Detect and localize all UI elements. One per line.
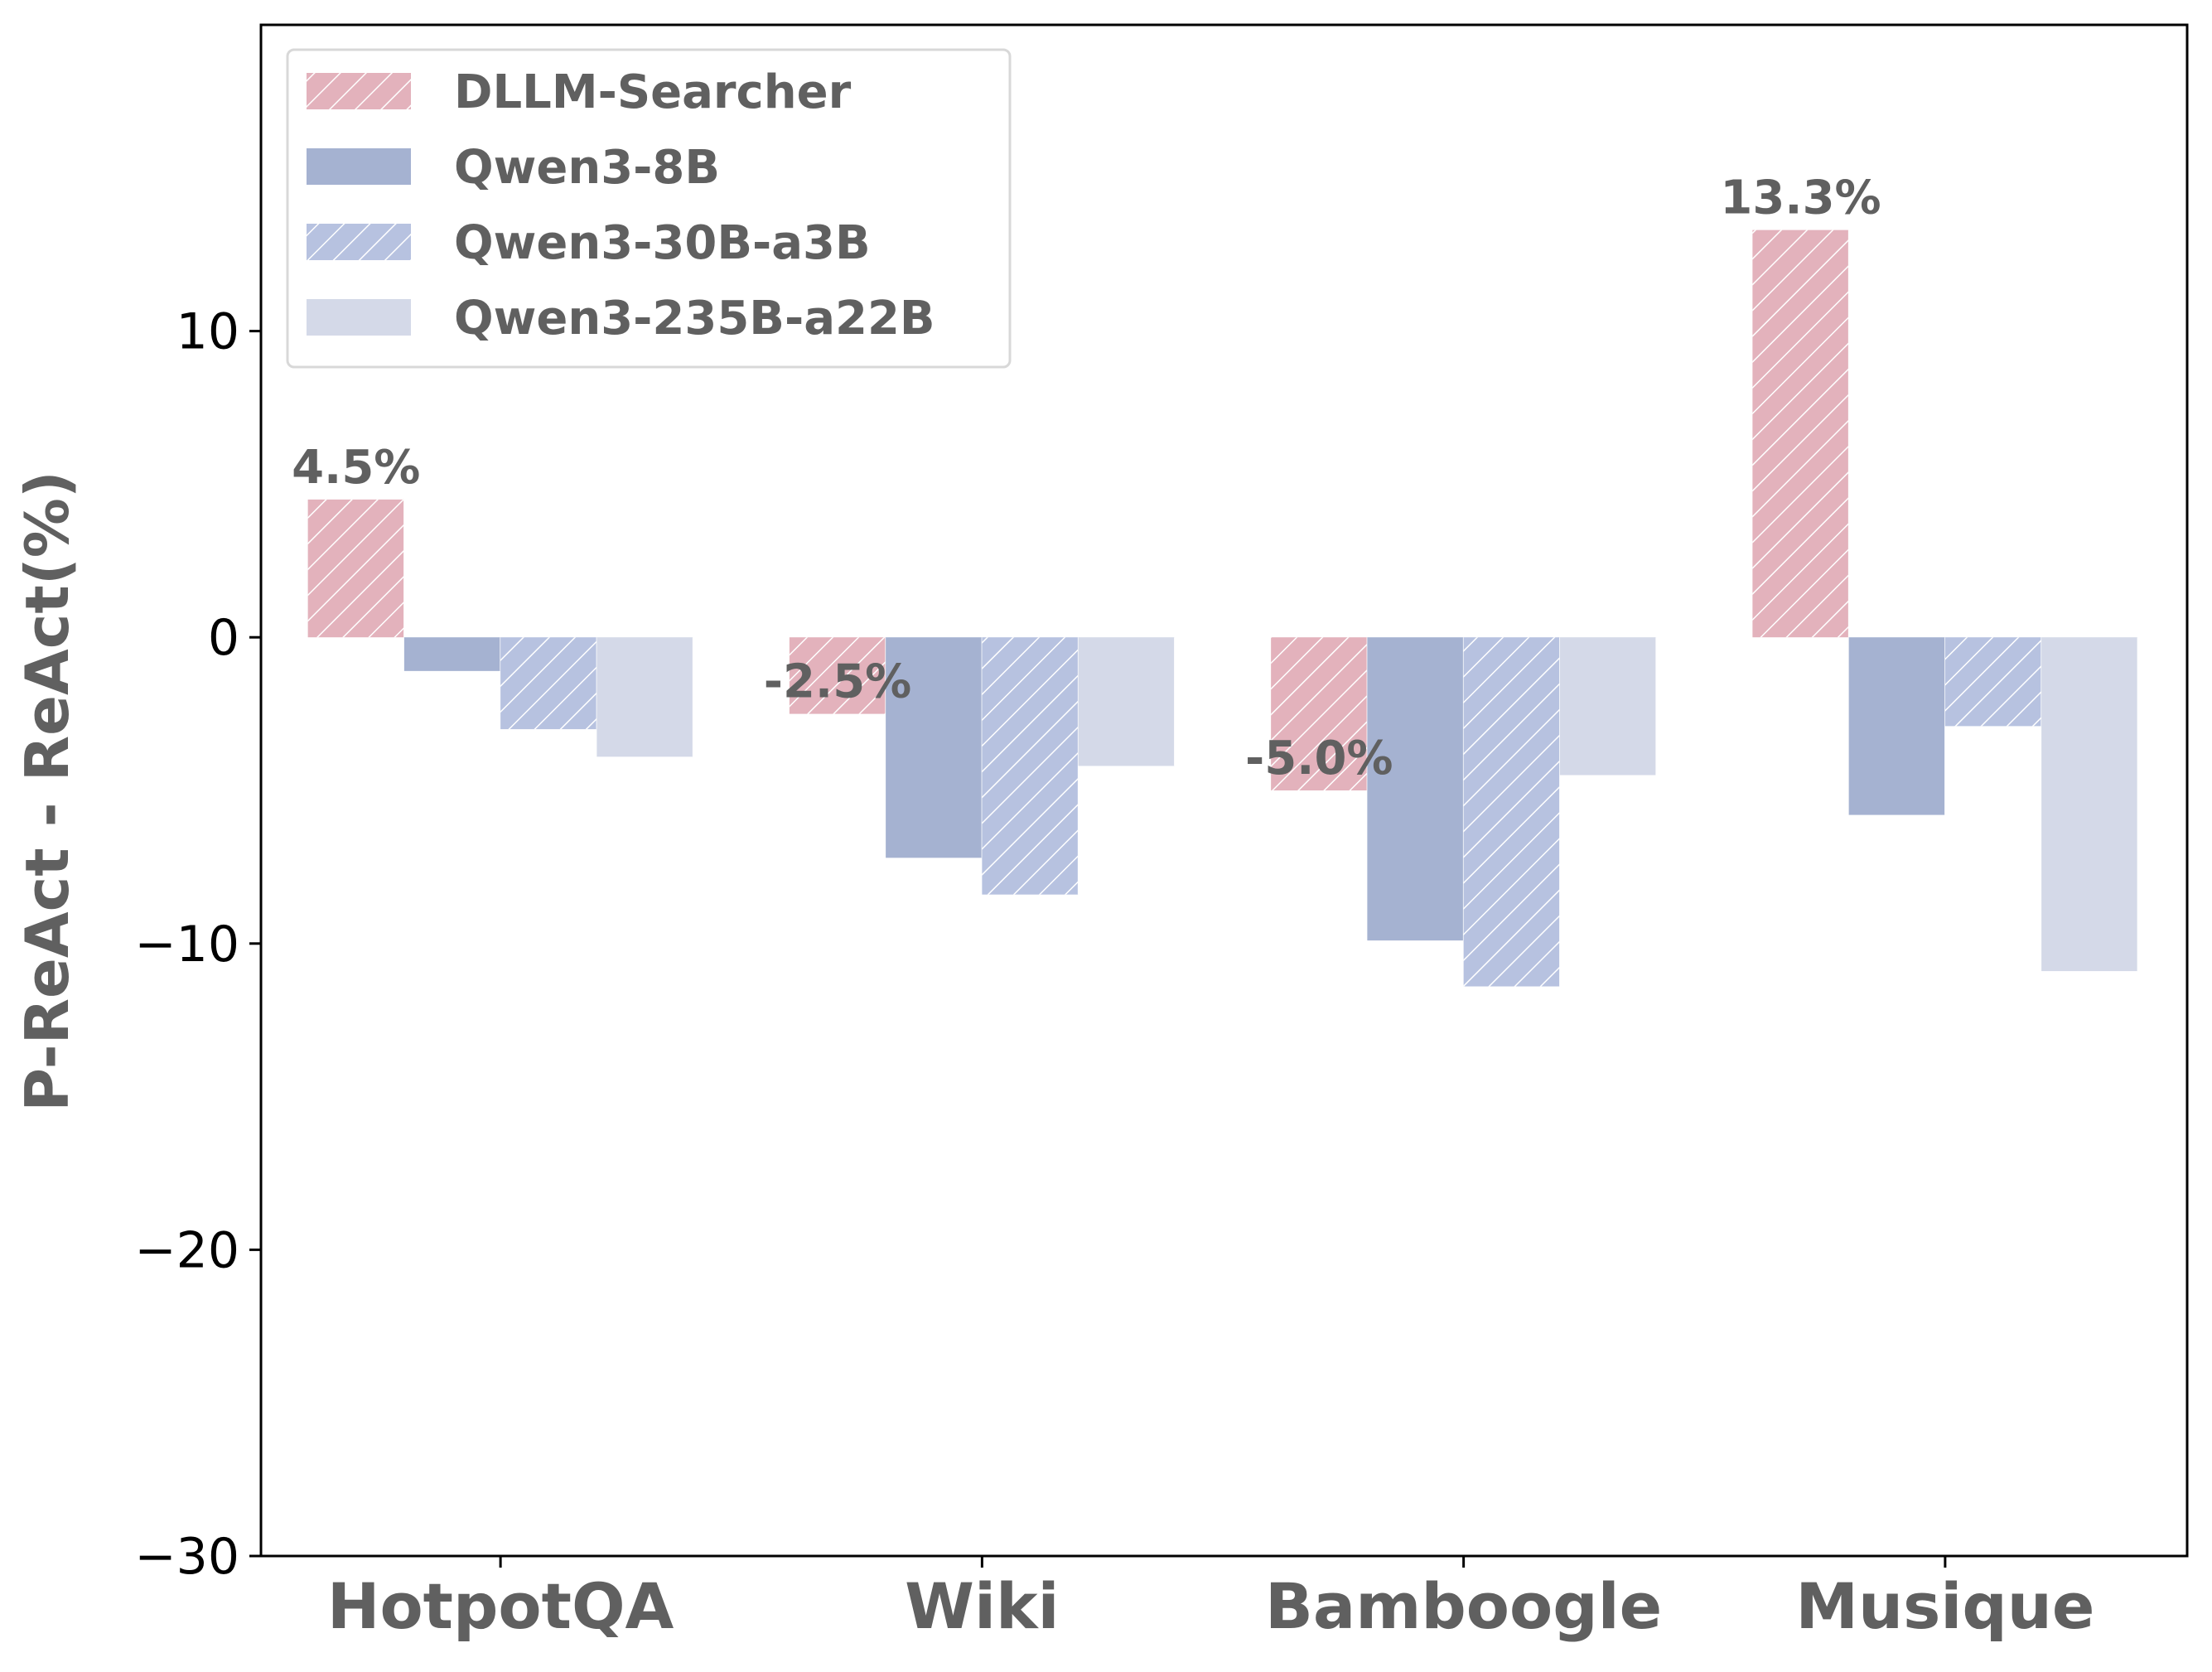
- bar-qwen3-235b-a22b-wiki: [1078, 637, 1175, 766]
- y-tick-label: 0: [208, 609, 239, 667]
- x-tick-label-hotpotqa: HotpotQA: [327, 1569, 674, 1643]
- x-tick-label-bamboogle: Bamboogle: [1265, 1569, 1662, 1643]
- legend-swatch-hatch: [307, 224, 411, 260]
- x-tick-label-wiki: Wiki: [905, 1569, 1059, 1643]
- y-tick-label: 10: [176, 303, 239, 361]
- bar-hatch: [1271, 637, 1368, 790]
- bar-hatch: [982, 637, 1079, 895]
- legend-label: Qwen3-235B-a22B: [454, 292, 935, 346]
- x-tick-label-musique: Musique: [1795, 1569, 2094, 1643]
- bar-hatch: [1944, 637, 2042, 727]
- bar-hatch: [1752, 230, 1849, 638]
- bar-qwen3-8b-musique: [1848, 637, 1945, 815]
- bar-hatch: [789, 637, 886, 714]
- legend-swatch: [307, 148, 411, 185]
- plot-frame: [259, 23, 2189, 1558]
- bar-hatch: [1463, 637, 1560, 987]
- legend-swatch-hatch: [307, 73, 411, 109]
- bar-hatch: [307, 499, 404, 638]
- data-label: 4.5%: [292, 441, 420, 495]
- legend-label: Qwen3-8B: [454, 141, 720, 195]
- data-labels-group: 4.5% -2.5% -5.0% 13.3%: [292, 172, 1881, 785]
- bar-hatch: [500, 637, 597, 730]
- bars-group: [307, 230, 2139, 987]
- bar-qwen3-235b-a22b-hotpotqa: [596, 637, 693, 757]
- bar-qwen3-235b-a22b-bamboogle: [1559, 637, 1657, 776]
- y-tick-label: −30: [134, 1528, 239, 1586]
- data-label: 13.3%: [1720, 172, 1881, 225]
- y-axis: 10 0 −10 −20 −30: [134, 303, 261, 1586]
- bar-qwen3-8b-hotpotqa: [403, 637, 501, 671]
- data-label: -5.0%: [1245, 732, 1393, 785]
- bar-qwen3-8b-bamboogle: [1367, 637, 1464, 941]
- x-axis: HotpotQA Wiki Bamboogle Musique: [327, 1556, 2094, 1643]
- legend-label: Qwen3-30B-a3B: [454, 216, 871, 270]
- legend-swatch: [307, 299, 411, 336]
- data-label: -2.5%: [764, 655, 912, 709]
- legend-label: DLLM-Searcher: [454, 65, 852, 119]
- legend-box: [286, 48, 1012, 369]
- y-axis-label: P-ReAct - ReAct(%): [12, 471, 82, 1112]
- y-tick-label: −20: [134, 1221, 239, 1279]
- y-tick-label: −10: [134, 916, 239, 974]
- legend: DLLM-Searcher Qwen3-8B Qwen3-30B-a3B Qwen3-…: [286, 48, 1012, 369]
- bar-qwen3-235b-a22b-musique: [2041, 637, 2138, 972]
- bar-qwen3-8b-wiki: [886, 637, 983, 858]
